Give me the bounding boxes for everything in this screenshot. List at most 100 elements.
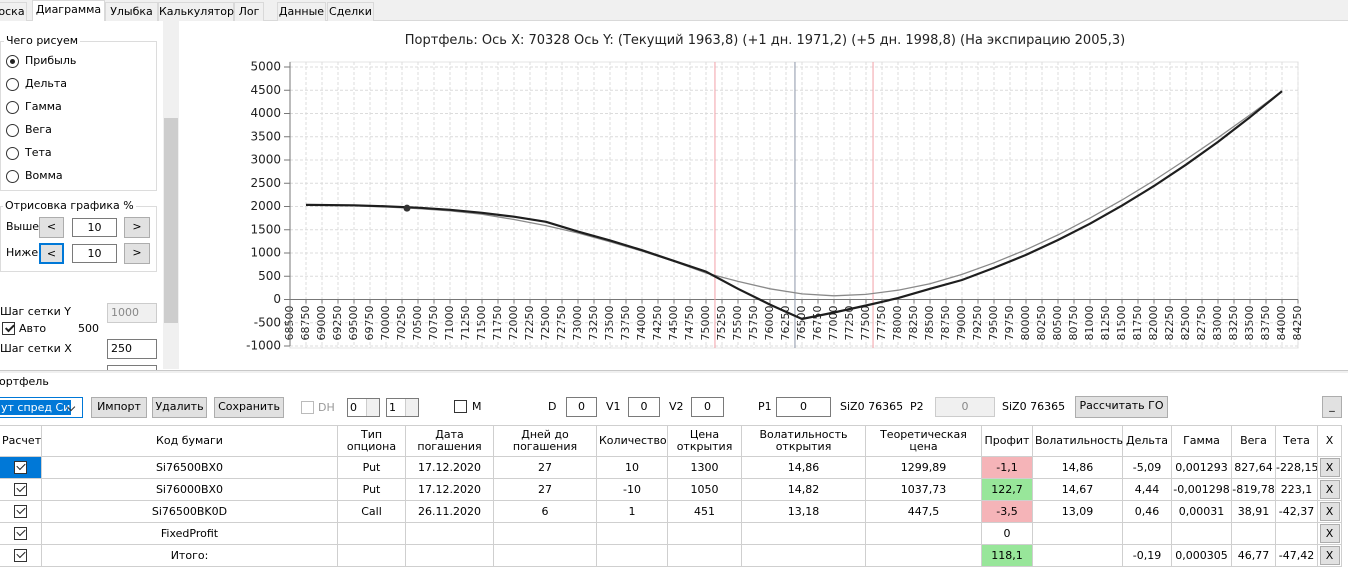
- radio[interactable]: [6, 78, 19, 91]
- cell: 10: [596, 456, 668, 479]
- column-header[interactable]: Количество: [596, 425, 668, 457]
- column-header[interactable]: Тета: [1275, 425, 1318, 457]
- column-header[interactable]: Дельта: [1122, 425, 1172, 457]
- radio[interactable]: [6, 147, 19, 160]
- remove-button[interactable]: X: [1319, 524, 1340, 543]
- cell: 0,000305: [1171, 544, 1232, 567]
- table-row[interactable]: FixedProfit 0 X: [0, 522, 1342, 545]
- remove-button[interactable]: X: [1319, 458, 1340, 477]
- radio[interactable]: [6, 124, 19, 137]
- button-inc[interactable]: >: [124, 243, 150, 264]
- cell: [667, 522, 742, 545]
- remove-cell[interactable]: X: [1317, 478, 1342, 501]
- radio[interactable]: [6, 55, 19, 68]
- remove-cell[interactable]: X: [1317, 522, 1342, 545]
- remove-cell[interactable]: X: [1317, 500, 1342, 523]
- column-header[interactable]: Вега: [1231, 425, 1276, 457]
- input[interactable]: 0: [566, 397, 597, 417]
- tab[interactable]: Калькулятор: [158, 2, 234, 21]
- column-header[interactable]: Дата погашения: [405, 425, 494, 457]
- column-header[interactable]: Дней до погашения: [493, 425, 597, 457]
- input[interactable]: 0: [628, 397, 660, 417]
- button-dec[interactable]: <: [39, 243, 64, 264]
- remove-button[interactable]: X: [1319, 502, 1340, 521]
- remove-cell[interactable]: X: [1317, 456, 1342, 479]
- y-tick-label: 2000: [250, 199, 281, 213]
- table-row[interactable]: Итого: 118,1 -0,19 0,000305 46,77 -47,42 X: [0, 544, 1342, 567]
- check-cell[interactable]: [0, 522, 42, 545]
- button[interactable]: Импорт: [91, 397, 147, 418]
- input[interactable]: 0: [691, 397, 724, 417]
- check-cell[interactable]: [0, 500, 42, 523]
- input-disabled[interactable]: 1000: [107, 303, 157, 323]
- input[interactable]: 0: [776, 397, 831, 417]
- table-row[interactable]: Si76000BX0 Put 17.12.2020 27 -10 1050 14,82 103…: [0, 478, 1342, 501]
- column-header[interactable]: Волатильность: [1032, 425, 1123, 457]
- column-header[interactable]: Теоретическая цена: [865, 425, 982, 457]
- button[interactable]: _: [1322, 396, 1342, 418]
- checkbox[interactable]: [14, 483, 27, 497]
- checkbox[interactable]: [14, 527, 27, 541]
- button[interactable]: Удалить: [152, 397, 207, 418]
- label: SiZ0 76365: [1002, 400, 1066, 413]
- column-header[interactable]: Расчет: [0, 425, 42, 457]
- line-series: [305, 90, 1283, 297]
- checkbox-disabled[interactable]: [301, 401, 314, 414]
- cell: FixedProfit: [41, 522, 338, 545]
- input[interactable]: 250: [107, 339, 157, 359]
- checkbox[interactable]: [454, 400, 467, 413]
- remove-cell[interactable]: X: [1317, 544, 1342, 567]
- checkbox[interactable]: [14, 461, 27, 475]
- cell: 1299,89: [865, 456, 982, 479]
- label: V1: [606, 400, 621, 413]
- radio[interactable]: [6, 101, 19, 114]
- checkbox[interactable]: [2, 322, 15, 335]
- button-dec[interactable]: <: [39, 217, 64, 238]
- chart-title: Портфель: Ось X: 70328 Ось Y: (Текущий 1…: [405, 33, 1125, 48]
- column-header[interactable]: Профит: [981, 425, 1033, 457]
- cell: [493, 522, 597, 545]
- column-header[interactable]: Гамма: [1171, 425, 1232, 457]
- table-row[interactable]: Si76500BK0D Call 26.11.2020 6 1 451 13,18 447,5…: [0, 500, 1342, 523]
- column-header[interactable]: Код бумаги: [41, 425, 338, 457]
- cell: 827,64: [1231, 456, 1276, 479]
- column-header[interactable]: Цена открытия: [667, 425, 742, 457]
- cell: [1231, 522, 1276, 545]
- column-header[interactable]: X: [1317, 425, 1342, 457]
- checkbox[interactable]: [14, 549, 27, 563]
- button[interactable]: Сохранить: [214, 397, 284, 418]
- numeric-input[interactable]: 10: [72, 244, 117, 263]
- x-tick-label: 71000: [443, 306, 456, 341]
- input-disabled[interactable]: 0: [935, 397, 995, 417]
- cell: -1,1: [981, 456, 1033, 479]
- tab[interactable]: оска: [0, 2, 27, 21]
- remove-button[interactable]: X: [1319, 480, 1340, 499]
- remove-button[interactable]: X: [1319, 546, 1340, 565]
- button-inc[interactable]: >: [124, 217, 150, 238]
- tab[interactable]: Лог: [234, 2, 264, 21]
- cell: Si76000BX0: [41, 478, 338, 501]
- cell: 118,1: [981, 544, 1033, 567]
- cell: -0,001298: [1171, 478, 1232, 501]
- column-header[interactable]: Волатильность открытия: [741, 425, 866, 457]
- check-cell[interactable]: [0, 544, 42, 567]
- label: P2: [910, 400, 924, 413]
- tab[interactable]: Сделки: [327, 2, 374, 21]
- column-header[interactable]: Тип опциона: [337, 425, 406, 457]
- cell: 27: [493, 478, 597, 501]
- tab[interactable]: Диаграмма: [32, 0, 105, 21]
- cell: 447,5: [865, 500, 982, 523]
- button[interactable]: Рассчитать ГО: [1075, 396, 1168, 418]
- numeric-input[interactable]: 10: [72, 218, 117, 237]
- checkbox[interactable]: [14, 505, 27, 519]
- radio[interactable]: [6, 170, 19, 183]
- tab[interactable]: Данные: [277, 2, 326, 21]
- cell: [1032, 522, 1123, 545]
- table-row[interactable]: Si76500BX0 Put 17.12.2020 27 10 1300 14,86 1299…: [0, 456, 1342, 479]
- check-cell[interactable]: [0, 478, 42, 501]
- check-cell[interactable]: [0, 456, 42, 479]
- cell: Итого:: [41, 544, 338, 567]
- tab[interactable]: Улыбка: [105, 2, 158, 21]
- plot-frame: [289, 61, 1299, 349]
